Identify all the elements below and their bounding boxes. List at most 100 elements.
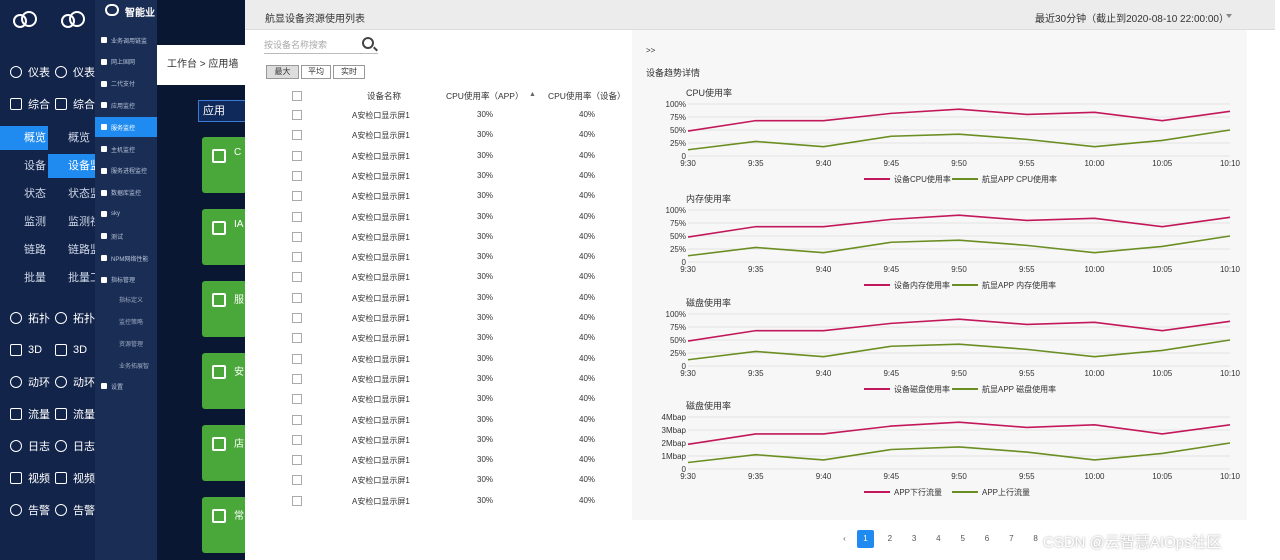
table-row[interactable]: A安检口显示屏1 30% 40% bbox=[290, 208, 630, 228]
module-menu-item[interactable]: 应用监控 bbox=[95, 95, 157, 115]
settings-item[interactable]: 设置 bbox=[95, 376, 157, 396]
page-button[interactable]: 7 bbox=[1009, 534, 1014, 543]
subnav-item[interactable]: 监测 bbox=[24, 216, 46, 228]
search-icon[interactable] bbox=[362, 37, 374, 49]
module-menu-item[interactable]: 网上国网 bbox=[95, 52, 157, 72]
search-input[interactable]: 按设备名称搜索 bbox=[264, 36, 378, 54]
table-row[interactable]: A安检口显示屏1 30% 40% bbox=[290, 248, 630, 268]
legend-label[interactable]: APP下行流量 bbox=[894, 487, 942, 497]
subnav-item[interactable]: 状态 bbox=[24, 188, 46, 200]
select-all-checkbox[interactable] bbox=[292, 91, 302, 101]
module-menu-item[interactable]: 测试 bbox=[95, 226, 157, 246]
nav-item-alt-2[interactable]: 拓扑 bbox=[55, 308, 95, 328]
row-checkbox[interactable] bbox=[292, 191, 302, 202]
nav-item-1[interactable]: 综合 bbox=[10, 94, 50, 114]
subnav-item[interactable]: 概览 bbox=[0, 126, 48, 150]
nav-item-alt-6[interactable]: 日志 bbox=[55, 436, 95, 456]
row-checkbox[interactable] bbox=[292, 414, 302, 425]
row-checkbox[interactable] bbox=[292, 394, 302, 405]
nav-item-alt-0[interactable]: 仪表 bbox=[55, 62, 95, 82]
nav-item-0[interactable]: 仪表 bbox=[10, 62, 50, 82]
row-checkbox[interactable] bbox=[292, 292, 302, 303]
app-card[interactable]: C bbox=[202, 137, 247, 193]
row-checkbox[interactable] bbox=[292, 373, 302, 384]
row-checkbox[interactable] bbox=[292, 211, 302, 222]
table-row[interactable]: A安检口显示屏1 30% 40% bbox=[290, 228, 630, 248]
subnav-item[interactable]: 批量 bbox=[24, 272, 46, 284]
legend-label[interactable]: APP上行流量 bbox=[982, 487, 1030, 497]
row-checkbox[interactable] bbox=[292, 252, 302, 263]
table-row[interactable]: A安检口显示屏1 30% 40% bbox=[290, 167, 630, 187]
page-button[interactable]: 6 bbox=[984, 534, 990, 543]
subnav-item[interactable]: 状态监 bbox=[68, 188, 96, 200]
prev-page-button[interactable]: ‹ bbox=[843, 534, 846, 543]
table-row[interactable]: A安检口显示屏1 30% 40% bbox=[290, 431, 630, 451]
nav-item-alt-4[interactable]: 动环 bbox=[55, 372, 95, 392]
subnav-item[interactable]: 批量工 bbox=[68, 272, 96, 284]
row-checkbox[interactable] bbox=[292, 333, 302, 344]
module-submenu-item[interactable]: 指标定义 bbox=[119, 298, 144, 304]
app-card[interactable]: 服 bbox=[202, 281, 247, 337]
time-range-select[interactable]: 最近30分钟（截止到2020-08-10 22:00:00） bbox=[1035, 14, 1229, 25]
app-card[interactable]: IA bbox=[202, 209, 247, 265]
subnav-item[interactable]: 概览 bbox=[68, 132, 90, 144]
row-checkbox[interactable] bbox=[292, 130, 302, 141]
table-row[interactable]: A安检口显示屏1 30% 40% bbox=[290, 370, 630, 390]
page-button[interactable]: 1 bbox=[857, 530, 874, 548]
subnav-item[interactable]: 设备 bbox=[24, 160, 46, 172]
row-checkbox[interactable] bbox=[292, 455, 302, 466]
table-row[interactable]: A安检口显示屏1 30% 40% bbox=[290, 451, 630, 471]
row-checkbox[interactable] bbox=[292, 475, 302, 486]
row-checkbox[interactable] bbox=[292, 495, 302, 506]
module-menu-item[interactable]: 主机监控 bbox=[95, 139, 157, 159]
nav-item-2[interactable]: 拓扑 bbox=[10, 308, 50, 328]
table-row[interactable]: A安检口显示屏1 30% 40% bbox=[290, 471, 630, 491]
page-button[interactable]: 2 bbox=[887, 534, 893, 543]
legend-label[interactable]: 航显APP CPU使用率 bbox=[982, 174, 1057, 184]
nav-item-3[interactable]: 3D bbox=[10, 340, 42, 360]
row-checkbox[interactable] bbox=[292, 313, 302, 323]
nav-item-alt-5[interactable]: 流量 bbox=[55, 404, 95, 424]
column-header-cpu-app[interactable]: CPU使用率（APP） bbox=[446, 91, 524, 101]
module-menu-item[interactable]: NPM网络性能 bbox=[95, 248, 157, 268]
nav-item-5[interactable]: 流量 bbox=[10, 404, 50, 424]
module-menu-item[interactable]: 二代支付 bbox=[95, 74, 157, 94]
module-submenu-item[interactable]: 监控策略 bbox=[119, 320, 144, 326]
app-button[interactable]: 应用 bbox=[198, 100, 247, 122]
module-menu-item[interactable]: 指标管理 bbox=[95, 270, 157, 290]
nav-item-4[interactable]: 动环 bbox=[10, 372, 50, 392]
page-button[interactable]: 4 bbox=[936, 534, 941, 543]
table-row[interactable]: A安检口显示屏1 30% 40% bbox=[290, 492, 630, 512]
row-checkbox[interactable] bbox=[292, 110, 302, 120]
legend-label[interactable]: 设备CPU使用率 bbox=[894, 174, 951, 184]
table-row[interactable]: A安检口显示屏1 30% 40% bbox=[290, 187, 630, 207]
nav-item-alt-8[interactable]: 告警 bbox=[55, 500, 95, 520]
table-row[interactable]: A安检口显示屏1 30% 40% bbox=[290, 329, 630, 349]
table-row[interactable]: A安检口显示屏1 30% 40% bbox=[290, 350, 630, 370]
module-submenu-item[interactable]: 业务拓展智 bbox=[119, 364, 150, 370]
row-checkbox[interactable] bbox=[292, 434, 302, 445]
app-card[interactable]: 安 bbox=[202, 353, 247, 409]
nav-item-alt-3[interactable]: 3D bbox=[55, 340, 87, 360]
subnav-item[interactable]: 链路监 bbox=[68, 244, 96, 256]
nav-item-alt-7[interactable]: 视频 bbox=[55, 468, 95, 488]
app-card[interactable]: 常 bbox=[202, 497, 247, 553]
tab-1[interactable]: 平均 bbox=[301, 65, 331, 79]
module-menu-item[interactable]: sky bbox=[95, 204, 157, 224]
table-row[interactable]: A安检口显示屏1 30% 40% bbox=[290, 309, 630, 329]
tab-2[interactable]: 实时 bbox=[333, 65, 365, 79]
legend-label[interactable]: 航显APP 磁盘使用率 bbox=[982, 384, 1056, 394]
table-row[interactable]: A安检口显示屏1 30% 40% bbox=[290, 126, 630, 146]
module-menu-item[interactable]: 业务调用链监 bbox=[95, 30, 157, 50]
module-menu-item[interactable]: 数据库监控 bbox=[95, 183, 157, 203]
row-checkbox[interactable] bbox=[292, 231, 302, 242]
subnav-item[interactable]: 监测社 bbox=[68, 216, 96, 228]
page-button[interactable]: 8 bbox=[1033, 534, 1038, 543]
sort-icon[interactable]: ▲︎ bbox=[529, 91, 536, 98]
page-button[interactable]: 5 bbox=[960, 534, 965, 543]
table-row[interactable]: A安检口显示屏1 30% 40% bbox=[290, 106, 630, 126]
legend-label[interactable]: 航显APP 内存使用率 bbox=[982, 280, 1056, 290]
legend-label[interactable]: 设备磁盘使用率 bbox=[894, 384, 950, 394]
module-menu-item[interactable]: 服务监控 bbox=[95, 117, 157, 138]
table-row[interactable]: A安检口显示屏1 30% 40% bbox=[290, 147, 630, 167]
